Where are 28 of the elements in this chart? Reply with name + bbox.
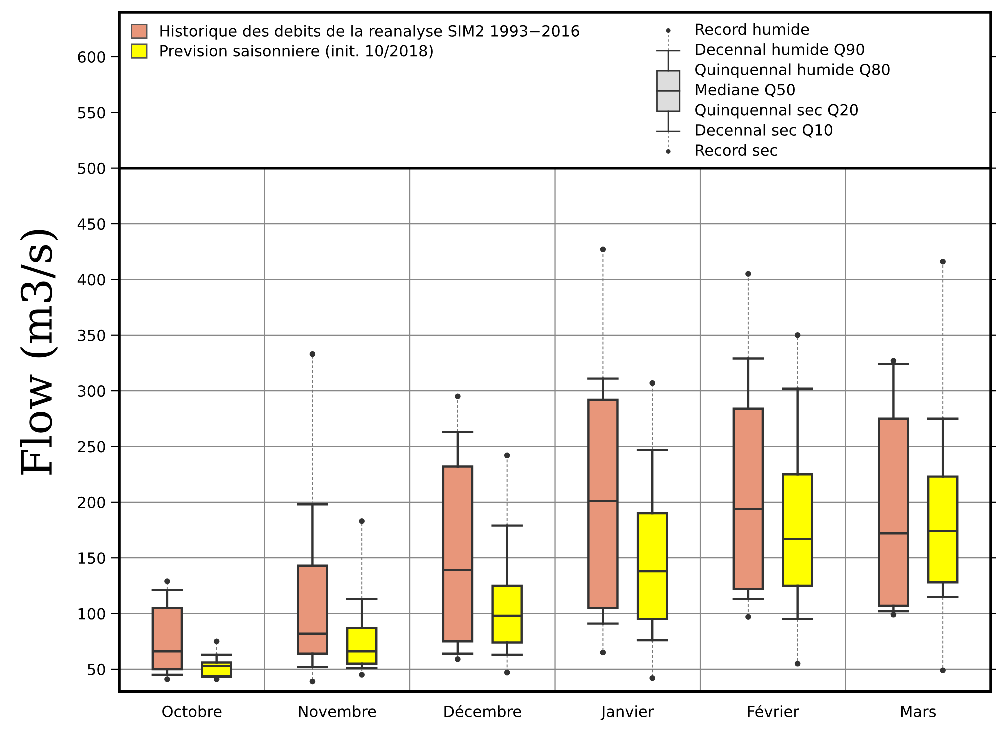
x-tick-label: Janvier xyxy=(600,706,654,720)
y-tick-label: 450 xyxy=(78,218,106,230)
x-tick-label: Mars xyxy=(902,706,936,718)
annotation: Quinquennal humide Q80 xyxy=(696,64,890,78)
y-tick-label: 300 xyxy=(78,386,106,398)
annotation: Decennal humide Q90 xyxy=(696,44,864,58)
y-tick-label: 250 xyxy=(78,441,106,453)
annotation: Record sec xyxy=(696,144,778,156)
x-tick-label: Décembre xyxy=(444,705,522,718)
annotation: Decennal sec Q10 xyxy=(696,124,833,138)
y-tick-label: 50 xyxy=(88,664,106,676)
y-tick-label: 400 xyxy=(78,274,106,286)
x-tick-label: Février xyxy=(748,705,800,718)
legend-label: Prevision saisonniere (init. 10/2018) xyxy=(160,44,433,59)
y-tick-label: 150 xyxy=(78,552,106,564)
y-tick-label: 100 xyxy=(78,608,106,620)
annotation: Quinquennal sec Q20 xyxy=(696,104,858,119)
x-tick-label: Octobre xyxy=(162,706,222,718)
y-axis-title: Flow (m3/s) xyxy=(20,230,58,475)
y-tick-label: 200 xyxy=(78,496,106,508)
y-tick-label: 600 xyxy=(78,51,106,64)
x-tick-label: Novembre xyxy=(299,706,376,718)
legend-label: Historique des debits de la reanalyse SIM2 1993−2016 xyxy=(160,25,580,40)
annotation: Mediane Q50 xyxy=(696,84,795,98)
y-tick-label: 500 xyxy=(78,162,106,174)
y-tick-label: 550 xyxy=(78,107,106,119)
annotation: Record humide xyxy=(696,23,810,36)
y-tick-label: 350 xyxy=(78,330,106,342)
